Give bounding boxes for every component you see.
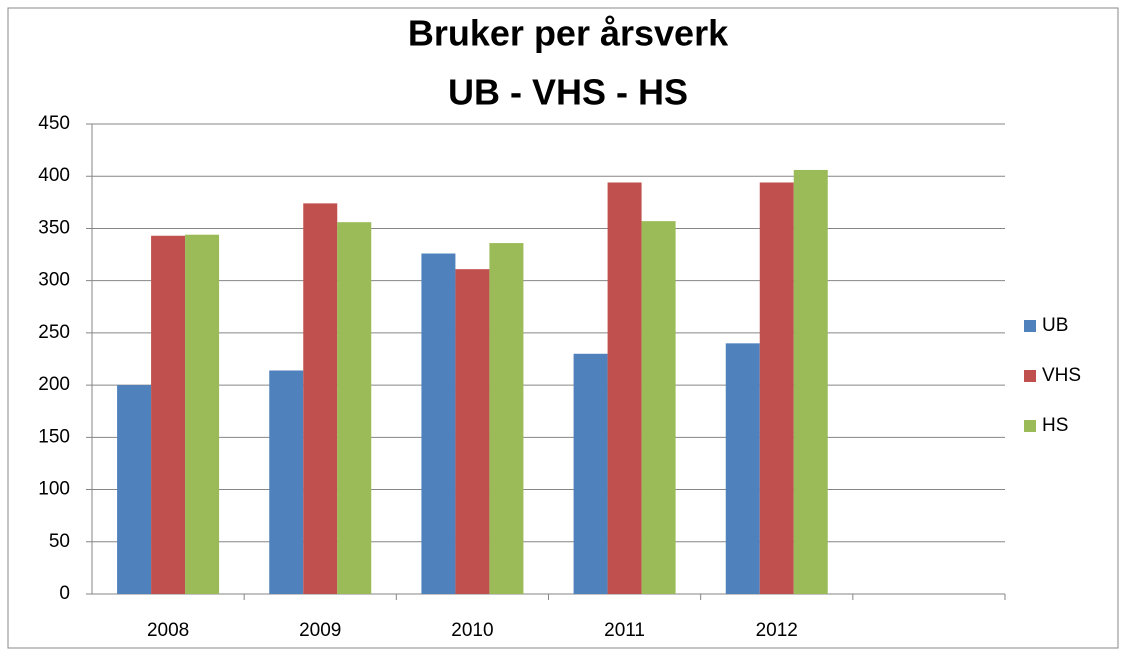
legend-swatch bbox=[1024, 320, 1036, 332]
y-tick-label: 450 bbox=[38, 113, 70, 134]
bar bbox=[421, 253, 456, 594]
x-tick-label: 2009 bbox=[299, 620, 341, 641]
legend-label: VHS bbox=[1042, 365, 1081, 386]
y-tick-label: 150 bbox=[38, 426, 70, 447]
chart-title: Bruker per årsverk bbox=[408, 13, 729, 54]
y-tick-label: 50 bbox=[49, 531, 70, 552]
x-tick-label: 2011 bbox=[604, 620, 645, 641]
legend-swatch bbox=[1024, 420, 1036, 432]
chart-subtitle: UB - VHS - HS bbox=[448, 72, 688, 113]
legend-label: UB bbox=[1042, 315, 1068, 336]
x-tick-label: 2008 bbox=[147, 620, 189, 641]
legend-swatch bbox=[1024, 370, 1036, 382]
bar bbox=[117, 385, 152, 594]
bar bbox=[269, 370, 304, 594]
y-tick-label: 350 bbox=[38, 217, 70, 238]
y-tick-label: 100 bbox=[38, 479, 70, 500]
bar bbox=[573, 353, 608, 594]
bar bbox=[455, 269, 490, 594]
y-tick-label: 0 bbox=[59, 583, 70, 604]
y-tick-label: 400 bbox=[38, 165, 70, 186]
x-tick-label: 2010 bbox=[451, 620, 493, 641]
bar bbox=[303, 203, 338, 594]
bar bbox=[607, 182, 642, 594]
y-tick-label: 300 bbox=[38, 270, 70, 291]
bar bbox=[185, 234, 220, 594]
bar bbox=[641, 221, 676, 594]
bar bbox=[489, 243, 524, 595]
y-tick-label: 250 bbox=[38, 322, 70, 343]
bar bbox=[759, 182, 794, 594]
x-tick-label: 2012 bbox=[756, 620, 798, 641]
bar bbox=[337, 222, 372, 594]
bar bbox=[793, 169, 828, 594]
y-tick-label: 200 bbox=[38, 374, 70, 395]
bar bbox=[151, 235, 186, 594]
legend-label: HS bbox=[1042, 415, 1068, 436]
bar bbox=[725, 343, 760, 594]
